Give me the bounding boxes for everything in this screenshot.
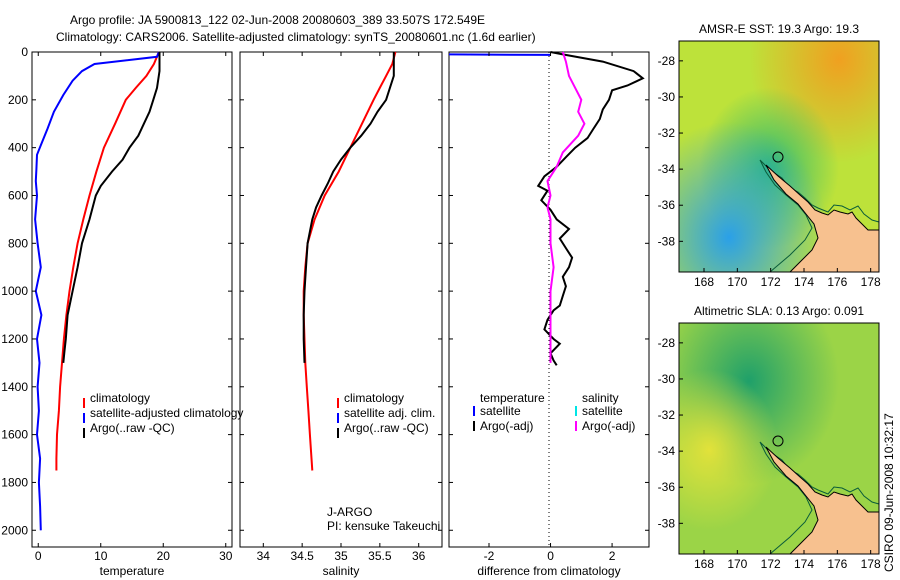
legend-label-argo: Argo(..raw -QC) [344, 421, 429, 435]
x-tick-label: 0 [35, 549, 42, 563]
map-y-tick-label: -38 [658, 234, 676, 248]
y-tick-label: 200 [8, 93, 28, 107]
sla-map-title: Altimetric SLA: 0.13 Argo: 0.091 [694, 304, 864, 318]
y-tick-label: 0 [21, 45, 28, 59]
map-y-tick-label: -30 [658, 372, 676, 386]
map-y-tick-label: -32 [658, 126, 676, 140]
map-y-tick-label: -34 [658, 162, 676, 176]
series-line-argo-raw-qc- [302, 52, 395, 363]
x-tick-label: 34.5 [290, 549, 314, 563]
map-x-tick-label: 176 [827, 557, 847, 571]
map-y-tick-label: -34 [658, 444, 676, 458]
series-line-temperature-satellite [448, 53, 551, 56]
map-x-tick-label: 174 [794, 275, 814, 289]
temperature-profile-chart: 0 10 20 30 0 200 400 600 800 1000 1200 1400 1600 1800… [1, 45, 243, 578]
legend-label-satellite-adjusted: satellite-adjusted climatology [90, 406, 243, 420]
sst-map-frame [678, 40, 880, 273]
x-tick-label: -2 [484, 549, 495, 563]
series-line-satellite-adjusted-climatology [34, 51, 160, 531]
legend-label-sal-satellite: satellite [582, 404, 623, 418]
salinity-profile-chart: 34 34.5 35 35.5 36 salinity climatology sate… [239, 51, 443, 578]
sst-map: AMSR-E SST: 19.3 Argo: 19.3 168 170 172 174… [658, 22, 881, 289]
temperature-x-axis-label: temperature [100, 564, 165, 578]
pi-label: PI: kensuke Takeuchi [327, 519, 440, 533]
legend-label-climatology: climatology [344, 391, 404, 405]
new-zealand-landmass [759, 441, 880, 555]
map-y-tick-label: -36 [658, 480, 676, 494]
map-x-tick-label: 174 [794, 557, 814, 571]
credit-label: CSIRO 09-Jun-2008 10:32:17 [882, 413, 896, 572]
map-y-tick-label: -28 [658, 54, 676, 68]
sla-map-frame [678, 322, 880, 555]
x-tick-label: 35.5 [368, 549, 392, 563]
map-x-tick-label: 178 [861, 557, 881, 571]
x-tick-label: 20 [157, 549, 171, 563]
y-tick-label: 800 [8, 236, 28, 250]
map-y-tick-label: -30 [658, 90, 676, 104]
map-x-tick-label: 168 [694, 557, 714, 571]
map-y-tick-label: -32 [658, 408, 676, 422]
y-tick-label: 2000 [1, 523, 28, 537]
legend-heading-salinity: salinity [582, 391, 619, 405]
difference-legend: temperature salinity satellite Argo(-adj… [473, 391, 635, 433]
y-tick-label: 1000 [1, 284, 28, 298]
map-x-tick-label: 178 [861, 275, 881, 289]
legend-label-climatology: climatology [90, 391, 150, 405]
figure-title-line1: Argo profile: JA 5900813_122 02-Jun-2008… [70, 13, 485, 27]
x-tick-label: 35 [334, 549, 348, 563]
map-x-tick-label: 176 [827, 275, 847, 289]
x-tick-label: 30 [219, 549, 233, 563]
map-x-tick-label: 172 [761, 275, 781, 289]
float-location-marker [772, 151, 784, 163]
series-line-salinity-argo-adj- [546, 51, 586, 363]
series-line-argo-raw-qc- [62, 52, 161, 363]
legend-label-temp-satellite: satellite [480, 404, 521, 418]
float-location-marker [772, 435, 784, 447]
series-line-temperature-argo-adj- [536, 51, 645, 366]
salinity-x-axis-label: salinity [323, 564, 360, 578]
map-x-tick-label: 170 [727, 275, 747, 289]
jargo-label: J-ARGO [327, 505, 372, 519]
legend-heading-temperature: temperature [480, 391, 545, 405]
sst-map-title: AMSR-E SST: 19.3 Argo: 19.3 [699, 22, 859, 36]
map-x-tick-label: 172 [761, 557, 781, 571]
temperature-legend: climatology satellite-adjusted climatolo… [83, 391, 243, 438]
legend-label-temp-argo: Argo(-adj) [480, 419, 533, 433]
x-tick-label: 10 [94, 549, 108, 563]
legend-label-sal-argo: Argo(-adj) [582, 419, 635, 433]
sla-map: Altimetric SLA: 0.13 Argo: 0.091 168 170 1… [658, 304, 881, 571]
legend-label-satellite-adjusted: satellite adj. clim. [344, 406, 435, 420]
difference-profile-chart: -2 0 2 difference from climatology tempera… [448, 51, 650, 578]
legend-label-argo: Argo(..raw -QC) [90, 421, 175, 435]
y-tick-label: 600 [8, 188, 28, 202]
salinity-axes-frame [239, 51, 443, 548]
new-zealand-landmass [759, 159, 880, 273]
y-tick-label: 1600 [1, 428, 28, 442]
map-y-tick-label: -28 [658, 336, 676, 350]
difference-x-axis-label: difference from climatology [477, 564, 620, 578]
map-x-tick-label: 168 [694, 275, 714, 289]
y-tick-label: 1800 [1, 475, 28, 489]
x-tick-label: 2 [609, 549, 616, 563]
x-tick-label: 36 [412, 549, 426, 563]
figure-title-line2: Climatology: CARS2006. Satellite-adjuste… [56, 30, 536, 44]
y-tick-label: 1200 [1, 332, 28, 346]
x-tick-label: 34 [257, 549, 271, 563]
x-tick-label: 0 [547, 549, 554, 563]
series-line-climatology [55, 51, 160, 471]
map-y-tick-label: -36 [658, 198, 676, 212]
temperature-axes-frame [31, 51, 233, 548]
y-tick-label: 400 [8, 141, 28, 155]
salinity-legend: climatology satellite adj. clim. Argo(..… [337, 391, 435, 438]
y-tick-label: 1400 [1, 380, 28, 394]
map-y-tick-label: -38 [658, 516, 676, 530]
map-x-tick-label: 170 [727, 557, 747, 571]
